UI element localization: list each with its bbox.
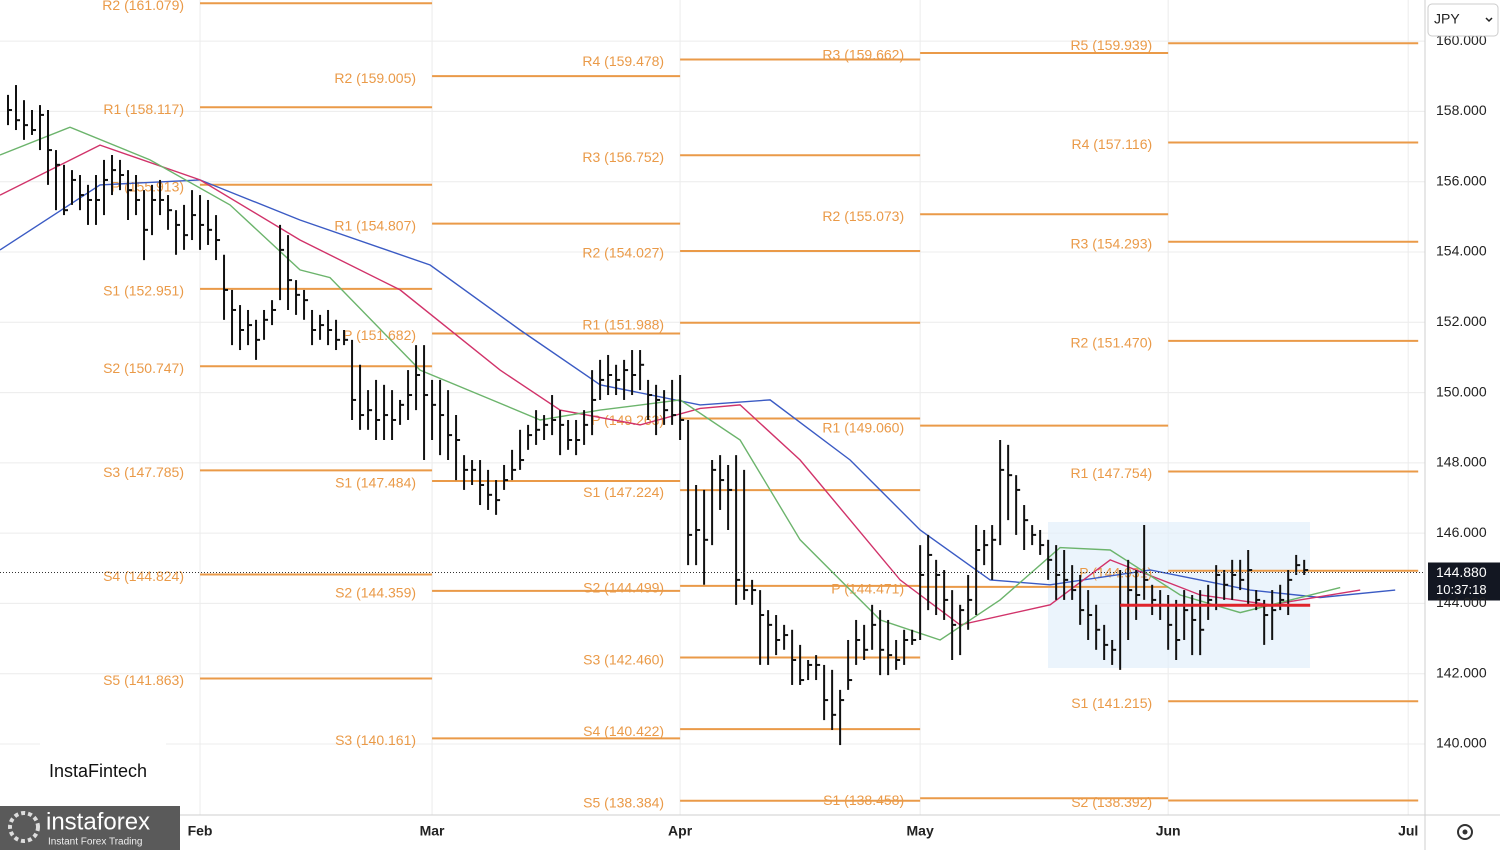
pivot-label: R1 (147.754) — [1070, 465, 1152, 481]
y-tick-label: 146.000 — [1436, 524, 1487, 540]
x-tick-label: Feb — [188, 823, 213, 839]
dropdown-arrow — [1485, 17, 1493, 23]
x-tick-label: Mar — [420, 823, 445, 839]
pivot-label: P (149.263) — [591, 412, 664, 428]
pivot-label: S5 (141.863) — [103, 672, 184, 688]
pivot-label: R2 (154.027) — [582, 245, 664, 261]
pivot-label: R1 (154.807) — [334, 217, 416, 233]
y-tick-label: 148.000 — [1436, 454, 1487, 470]
pivot-label: R2 (151.470) — [1070, 335, 1152, 351]
current-price-tag — [1428, 562, 1500, 601]
pivot-label: S2 (150.747) — [103, 360, 184, 376]
pivot-label: R4 (159.478) — [582, 53, 664, 69]
y-tick-label: 158.000 — [1436, 102, 1487, 118]
pivot-label: S4 (144.824) — [103, 568, 184, 584]
settings-ring — [1457, 824, 1473, 840]
pivot-label: S5 (138.384) — [583, 795, 664, 811]
pivots: R2 (161.079)R1 (158.117)P (155.913)S1 (1… — [102, 0, 1419, 811]
pivot-label: P (144.471) — [831, 581, 904, 597]
logo-mark — [8, 811, 40, 843]
pivot-label: R4 (157.116) — [1071, 136, 1152, 152]
logo-tagline: Instant Forex Trading — [48, 837, 143, 848]
currency-select[interactable] — [1427, 3, 1499, 37]
pivot-label: R1 (151.988) — [582, 316, 664, 332]
y-tick-label: 154.000 — [1436, 243, 1487, 259]
y-tick-label: 156.000 — [1436, 172, 1487, 188]
x-tick-label: Apr — [668, 823, 693, 839]
pivot-label: S1 (147.224) — [583, 484, 664, 500]
pivot-label: S2 (138.392) — [1071, 794, 1152, 810]
pivot-label: S1 (152.951) — [103, 283, 184, 299]
y-tick-label: 152.000 — [1436, 313, 1487, 329]
pivot-label: R3 (156.752) — [582, 149, 664, 165]
y-tick-label: 140.000 — [1436, 735, 1487, 751]
settings-dot — [1462, 829, 1468, 835]
countdown-label: 10:37:18 — [1436, 582, 1487, 597]
settings-icon[interactable] — [1457, 824, 1473, 840]
pivot-label: S4 (140.422) — [583, 723, 664, 739]
x-tick-label: Jun — [1156, 823, 1181, 839]
logo: instaforex — [46, 808, 150, 835]
pivot-label: S2 (144.359) — [335, 585, 416, 601]
y-tick-label: 150.000 — [1436, 383, 1487, 399]
pivot-label: R1 (149.060) — [822, 419, 904, 435]
currency-label: JPY — [1434, 11, 1460, 27]
pivot-label: R2 (161.079) — [102, 0, 184, 13]
y-tick-label: 142.000 — [1436, 664, 1487, 680]
pivot-label: R3 (154.293) — [1070, 235, 1152, 251]
y-tick-label: 144.000 — [1436, 594, 1487, 610]
pivot-label: S1 (138.458) — [823, 792, 904, 808]
x-tick-label: Jul — [1398, 823, 1418, 839]
price-bars — [7, 85, 1309, 746]
pivot-label: S3 (142.460) — [583, 651, 664, 667]
pivot-label: S3 (147.785) — [103, 464, 184, 480]
pivot-label: S2 (144.499) — [583, 580, 664, 596]
pivot-label: S3 (140.161) — [335, 732, 416, 748]
pivot-label: R1 (158.117) — [103, 101, 184, 117]
axes: 140.000 142.000 144.000 146.000 148.000 150.0… — [188, 32, 1487, 839]
pivot-label: R3 (159.662) — [822, 47, 904, 63]
moving-average — [0, 179, 1396, 599]
pivot-label: P (151.682) — [343, 327, 416, 343]
pivot-label: R2 (159.005) — [334, 70, 416, 86]
pivot-label: R5 (159.939) — [1070, 37, 1152, 53]
moving-average — [0, 144, 1361, 626]
pivot-label: S1 (147.484) — [335, 475, 416, 491]
current-price-label: 144.880 — [1436, 564, 1487, 580]
pivot-label: S1 (141.215) — [1071, 695, 1152, 711]
overlay: 144.880 10:37:18 — [0, 562, 1500, 607]
x-tick-label: May — [907, 823, 934, 839]
pivot-label: R2 (155.073) — [822, 208, 904, 224]
brand-box — [40, 735, 166, 807]
brand: InstaFintech — [49, 761, 147, 781]
